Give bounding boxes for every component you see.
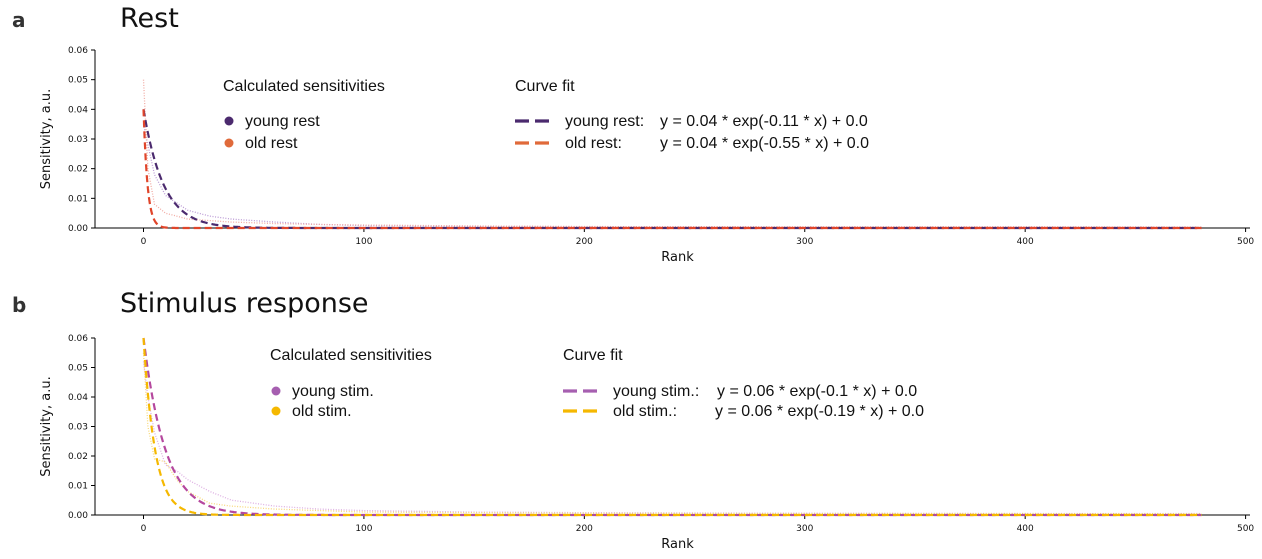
panel-a-x-tick-label: 500: [1237, 237, 1254, 247]
panel-a-x-tick-label: 200: [576, 237, 593, 247]
panel-a-legend-fit-equation: y = 0.04 * exp(-0.11 * x) + 0.0: [660, 113, 868, 130]
panel-b-legend-marker: [271, 386, 281, 396]
panel-a-legend-calc-label: young rest: [245, 113, 320, 130]
panel-b-x-tick-label: 400: [1017, 524, 1034, 534]
panel-a-y-tick-label: 0.01: [68, 194, 88, 204]
panel-b-y-tick-label: 0.05: [68, 364, 88, 374]
panel-a-y-tick-label: 0.04: [68, 105, 88, 115]
panel-a-title: Rest: [120, 3, 179, 34]
panel-b-title: Stimulus response: [120, 288, 369, 319]
panel-a-y-tick-label: 0.05: [68, 76, 88, 86]
panel-b-x-tick-label: 500: [1237, 524, 1254, 534]
panel-a-legend-fit-equation: y = 0.04 * exp(-0.55 * x) + 0.0: [660, 135, 869, 152]
panel-b-legend-fit-equation: y = 0.06 * exp(-0.19 * x) + 0.0: [715, 403, 924, 420]
panel-b-legend-marker: [271, 406, 281, 416]
panel-a-x-tick-label: 100: [355, 237, 372, 247]
panel-a-legend-marker: [224, 138, 234, 148]
panel-b-y-tick-label: 0.00: [68, 511, 88, 521]
panel-b-legend-fit-label: young stim.:: [613, 383, 699, 400]
panel-a-x-tick-label: 300: [796, 237, 813, 247]
panel-a-legend-marker: [224, 116, 234, 126]
panel-b-x-tick-label: 100: [355, 524, 372, 534]
panel-a-y-tick-label: 0.06: [68, 46, 88, 56]
panel-a-x-tick-label: 0: [141, 237, 147, 247]
panel-b-legend-fit-equation: y = 0.06 * exp(-0.1 * x) + 0.0: [717, 383, 917, 400]
panel-a-legend-fit-label: young rest:: [565, 113, 644, 130]
panel-a-legend-calc-heading: Calculated sensitivities: [223, 78, 385, 95]
panel-a-legend-calc-label: old rest: [245, 135, 298, 152]
panel-a-legend-fit-heading: Curve fit: [515, 78, 575, 95]
panel-b-legend-calc-label: old stim.: [292, 403, 352, 420]
panel-a-series-2-points: [142, 79, 1202, 228]
panel-b-letter: b: [12, 293, 27, 317]
panel-b-x-tick-label: 0: [141, 524, 147, 534]
panel-b-y-tick-label: 0.06: [68, 334, 88, 344]
panel-b-x-axis-label: Rank: [661, 537, 694, 552]
panel-b-series-4-fit: [142, 337, 1202, 517]
panel-b-y-tick-label: 0.02: [68, 452, 88, 462]
panel-a-x-axis-label: Rank: [661, 250, 694, 265]
panel-b-x-tick-label: 300: [796, 524, 813, 534]
panel-a-y-tick-label: 0.03: [68, 135, 88, 145]
panel-a-legend-fit-label: old rest:: [565, 135, 622, 152]
panel-a-series-4-fit: [142, 109, 1202, 230]
panel-b-y-tick-label: 0.03: [68, 423, 88, 433]
panel-b-y-axis-label: Sensitivity, a.u.: [39, 376, 54, 476]
panel-b-legend-fit-label: old stim.:: [613, 403, 677, 420]
panel-b-legend-calc-label: young stim.: [292, 383, 374, 400]
panel-b-series-2-points: [142, 352, 1202, 515]
panel-a-y-tick-label: 0.02: [68, 165, 88, 175]
panel-b-y-tick-label: 0.01: [68, 482, 88, 492]
panel-a-x-tick-label: 400: [1017, 237, 1034, 247]
panel-b-y-tick-label: 0.04: [68, 393, 88, 403]
panel-a-letter: a: [12, 8, 26, 32]
panel-b-legend-calc-heading: Calculated sensitivities: [270, 347, 432, 364]
panel-b-legend-fit-heading: Curve fit: [563, 347, 623, 364]
panel-a-y-axis-label: Sensitivity, a.u.: [39, 89, 54, 189]
panel-b-series-3-fit: [142, 337, 1202, 517]
panel-a-y-tick-label: 0.00: [68, 224, 88, 234]
panel-b-x-tick-label: 200: [576, 524, 593, 534]
